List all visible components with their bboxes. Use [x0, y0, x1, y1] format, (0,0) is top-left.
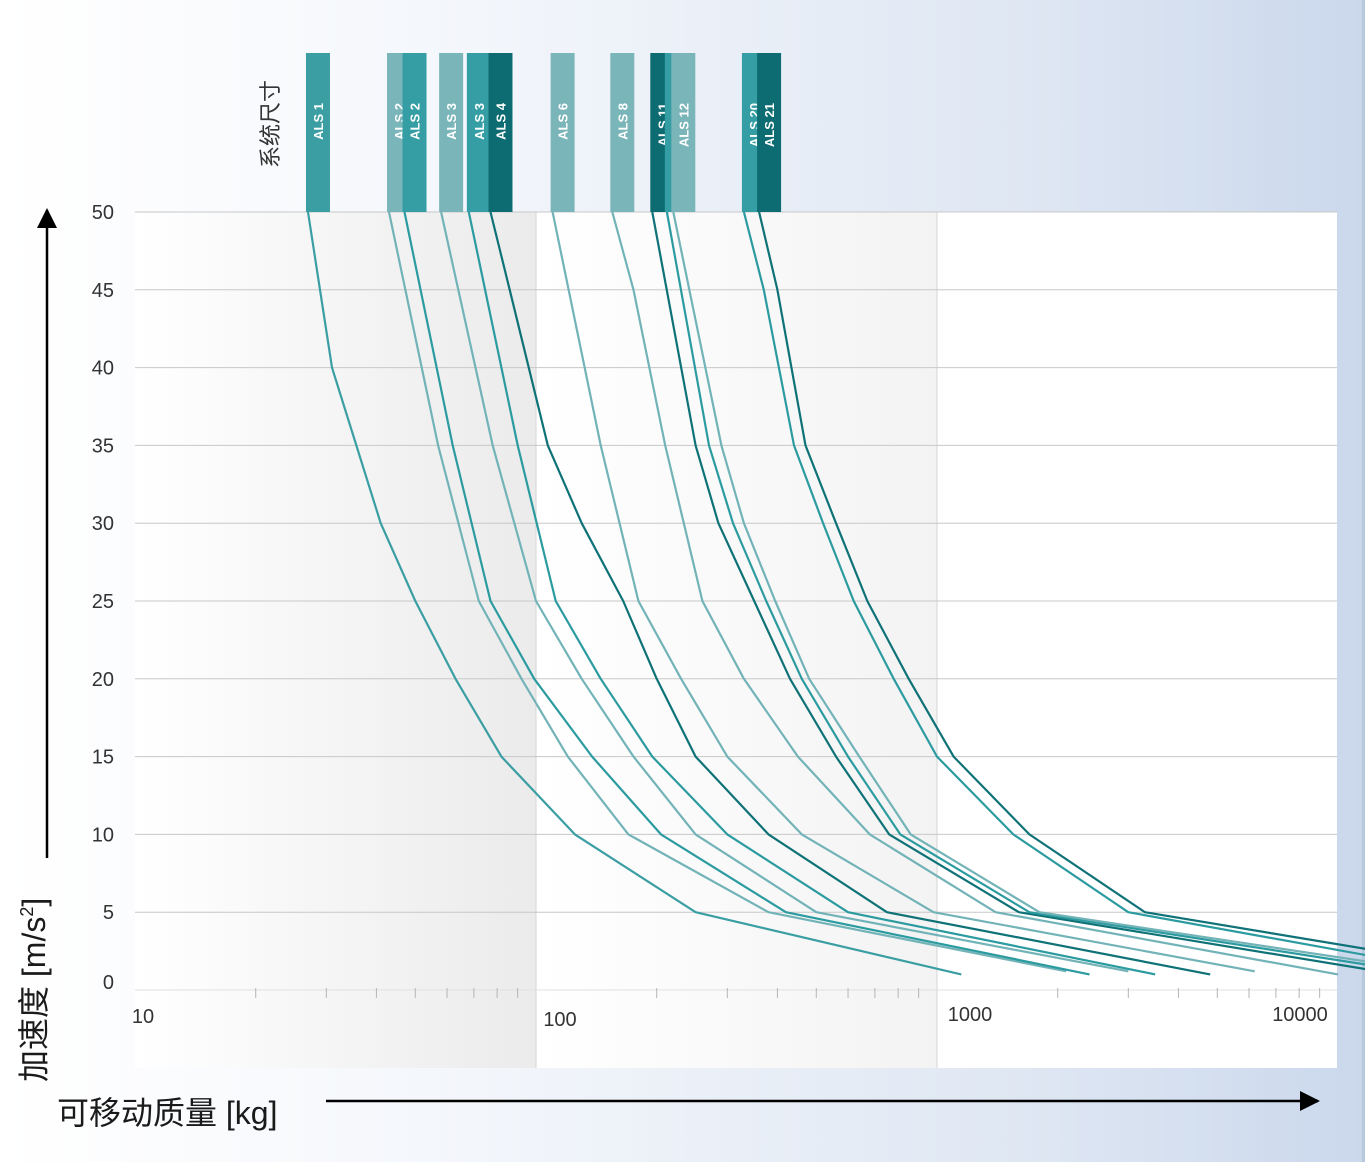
x-tick-label: 1000: [948, 1004, 993, 1026]
tab-als-3-label: ALS 3: [472, 103, 487, 140]
tab-als-21-label: ALS 21: [762, 103, 777, 147]
series-line-als-6: [551, 211, 1255, 973]
series-line-als-3: [440, 211, 1129, 973]
y-tick-label: 40: [92, 358, 114, 380]
y-tick-labels: 0 5 10 15 20 25 30 35 40 45 50: [92, 202, 114, 994]
tab-als-12: [671, 53, 696, 212]
y-tick-label: 35: [92, 435, 114, 457]
tab-als-3: [466, 53, 491, 212]
series-line-als-12: [672, 211, 1365, 963]
y-axis-title-superscript: 2: [17, 907, 37, 917]
series-line-als-4: [489, 211, 1211, 976]
tab-als-8: [610, 53, 635, 212]
tab-als-6: [550, 53, 575, 212]
x-tick-label: 100: [543, 1009, 576, 1031]
decade-shade-1: [135, 212, 536, 1068]
series-lines: [306, 211, 1365, 976]
y-tick-label: 30: [92, 513, 114, 535]
series-line-als-20: [742, 211, 1365, 957]
x-minor-ticks: [255, 988, 1321, 998]
y-tick-label: 25: [92, 591, 114, 613]
series-line-als-2: [387, 211, 1067, 973]
tab-als-4: [488, 53, 513, 212]
tab-als-4-label: ALS 4: [494, 102, 509, 140]
series-line-als-8: [611, 211, 1339, 976]
y-tick-label: 20: [92, 669, 114, 691]
tab-als-1-label: ALS 1: [311, 103, 326, 140]
y-tick-label: 5: [103, 902, 114, 924]
system-size-label: 系统尺寸: [258, 80, 283, 168]
x-tick-label: 10000: [1272, 1004, 1328, 1026]
x-axis-title: 可移动质量 [kg]: [57, 1095, 277, 1131]
series-line-als-3: [467, 211, 1156, 976]
tab-als-6-label: ALS 6: [556, 103, 571, 140]
tab-als-3: [439, 53, 464, 212]
y-tick-label: 0: [103, 972, 114, 994]
series-line-als-2: [403, 211, 1090, 976]
tab-als-2-label: ALS 2: [408, 103, 423, 140]
system-size-tabs: ALS 1 ALS 2 ALS 2 ALS 3 ALS 3 ALS 4 ALS 6 ALS 8…: [305, 53, 782, 212]
y-tick-label: 50: [92, 202, 114, 224]
tab-als-3-label: ALS 3: [444, 103, 459, 140]
x-tick-label: 10: [132, 1006, 154, 1028]
y-axis-title-main: 加速度 [m/s: [16, 917, 52, 1082]
series-line-als-1: [306, 211, 962, 976]
x-tick-labels: 10 100 1000 10000: [132, 1004, 1328, 1031]
tab-als-12-label: ALS 12: [676, 103, 691, 147]
grid-lines: [135, 211, 1337, 991]
tab-als-1: [305, 53, 330, 212]
y-axis-title: 加速度 [m/s2]: [16, 898, 52, 1082]
series-line-als-12: [665, 211, 1365, 966]
tab-als-2: [402, 53, 427, 212]
plot-area: [135, 212, 1337, 1068]
series-line-als-11: [651, 211, 1365, 971]
y-axis-title-end: ]: [16, 898, 52, 907]
y-tick-label: 45: [92, 280, 114, 302]
series-line-als-21: [758, 211, 1365, 950]
y-tick-label: 15: [92, 747, 114, 769]
tab-als-21: [757, 53, 782, 212]
decade-shade-2: [536, 212, 937, 1068]
y-tick-label: 10: [92, 824, 114, 846]
tab-als-8-label: ALS 8: [615, 103, 630, 140]
